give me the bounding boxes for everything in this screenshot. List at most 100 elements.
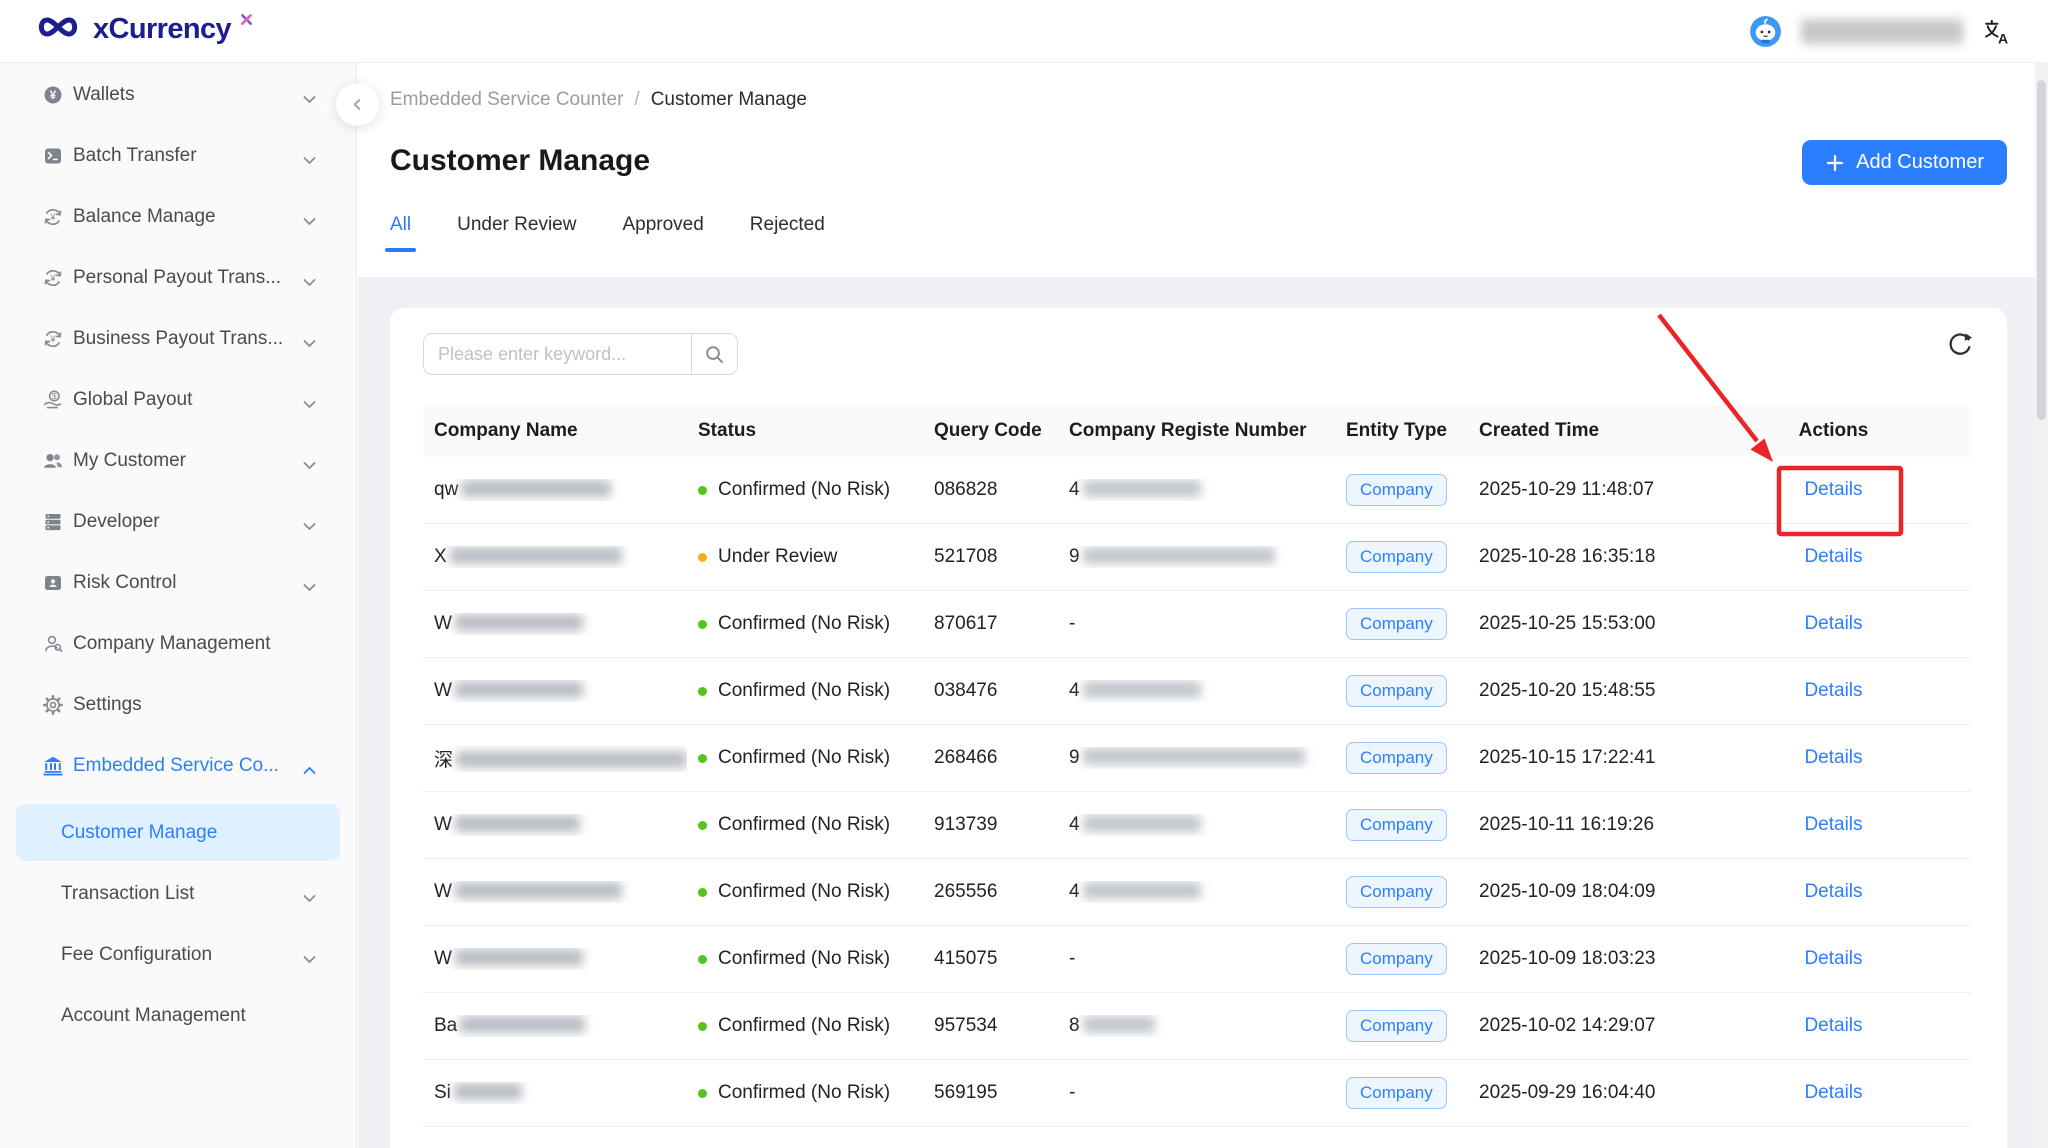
sidebar-item-risk-control[interactable]: Risk Control: [0, 552, 356, 613]
status-label: Confirmed (No Risk): [718, 1082, 891, 1103]
column-header-actions: Actions: [1798, 420, 1869, 441]
register-number: 8: [1069, 1015, 1080, 1036]
customer-table: Company Name Status Query Code Company Regi…: [423, 405, 1972, 1127]
company-name-cell: W: [423, 814, 687, 836]
sidebar-item-label: Batch Transfer: [73, 144, 197, 166]
actions-cell: Details: [1695, 881, 1972, 903]
register-number-cell: 4: [1058, 680, 1335, 702]
sidebar-item-label: Developer: [73, 510, 160, 532]
table-row: W Confirmed (No Risk) 038476 4 Company 2025-1…: [423, 658, 1972, 725]
table-body: qw Confirmed (No Risk) 086828 4 Company 2025-…: [423, 457, 1972, 1127]
actions-cell: Details: [1695, 1015, 1972, 1037]
query-code-cell: 265556: [934, 881, 998, 902]
refresh-icon[interactable]: [1946, 331, 1974, 359]
search-input[interactable]: [424, 334, 691, 374]
status-dot: [698, 1089, 707, 1098]
actions-cell: Details: [1695, 546, 1972, 568]
settings-icon: [42, 694, 64, 716]
details-link[interactable]: Details: [1804, 1082, 1863, 1103]
sidebar-collapse-button[interactable]: [336, 83, 379, 126]
sidebar-item-balance-manage[interactable]: ¥ Balance Manage: [0, 186, 356, 247]
status-cell: Confirmed (No Risk): [687, 1082, 923, 1104]
company-name: W: [434, 881, 452, 902]
status-label: Confirmed (No Risk): [718, 948, 891, 969]
tab-all[interactable]: All: [384, 214, 417, 252]
table-row: W Confirmed (No Risk) 265556 4 Company 2025-1…: [423, 859, 1972, 926]
details-link[interactable]: Details: [1804, 680, 1863, 701]
sidebar-item-developer[interactable]: Developer: [0, 491, 356, 552]
company-name-cell: Si: [423, 1082, 687, 1104]
details-link[interactable]: Details: [1804, 546, 1863, 567]
actions-cell: Details: [1695, 613, 1972, 635]
chevron-down-icon: [303, 213, 316, 231]
sidebar-item-settings[interactable]: Settings: [0, 674, 356, 735]
main-content: Embedded Service Counter / Customer Manage…: [336, 62, 2048, 1148]
sidebar-item-fee-configuration[interactable]: Fee Configuration: [0, 924, 356, 985]
sidebar-item-account-management[interactable]: Account Management: [0, 985, 356, 1046]
register-number-blurred: [1082, 748, 1305, 765]
query-code-cell: 086828: [934, 479, 998, 500]
chevron-down-icon: [303, 579, 316, 597]
breadcrumb-parent[interactable]: Embedded Service Counter: [390, 89, 624, 110]
add-customer-button[interactable]: Add Customer: [1802, 140, 2007, 185]
entity-type-cell: Company: [1335, 742, 1468, 774]
details-link[interactable]: Details: [1804, 479, 1863, 500]
details-link[interactable]: Details: [1804, 1015, 1863, 1036]
entity-type-tag: Company: [1346, 541, 1447, 573]
entity-type-cell: Company: [1335, 943, 1468, 975]
register-number: -: [1069, 948, 1076, 969]
sidebar-item-business-payout-trans[interactable]: ¥ Business Payout Trans...: [0, 308, 356, 369]
column-header-query-code: Query Code: [923, 420, 1058, 442]
chevron-down-icon: [303, 274, 316, 292]
scrollbar-thumb[interactable]: [2037, 80, 2046, 420]
sidebar-item-batch-transfer[interactable]: Batch Transfer: [0, 125, 356, 186]
register-number-blurred: [1082, 480, 1201, 497]
sidebar-item-company-management[interactable]: Company Management: [0, 613, 356, 674]
search-icon: [704, 344, 725, 365]
status-dot: [698, 687, 707, 696]
payout-cycle-icon: ¥: [42, 328, 64, 350]
entity-type-tag: Company: [1346, 809, 1447, 841]
tab-rejected[interactable]: Rejected: [749, 214, 825, 235]
register-number-blurred: [1082, 882, 1201, 899]
breadcrumb-current: Customer Manage: [650, 89, 807, 110]
sidebar-item-wallets[interactable]: ¥ Wallets: [0, 64, 356, 125]
sidebar-item-transaction-list[interactable]: Transaction List: [0, 863, 356, 924]
table-row: W Confirmed (No Risk) 913739 4 Company 2025-1…: [423, 792, 1972, 859]
search-button[interactable]: [691, 334, 737, 374]
sidebar: ¥ Wallets Batch Transfer ¥ Balance Manage ¥ Pe…: [0, 62, 357, 1148]
customers-icon: [42, 450, 64, 472]
sidebar-item-my-customer[interactable]: My Customer: [0, 430, 356, 491]
sidebar-item-label: Transaction List: [61, 882, 195, 904]
query-code-cell: 569195: [934, 1082, 998, 1103]
column-header-company-name: Company Name: [423, 420, 687, 442]
page-title: Customer Manage: [390, 144, 651, 177]
entity-type-tag: Company: [1346, 474, 1447, 506]
company-name-blurred: [454, 815, 580, 832]
scrollbar-track[interactable]: [2035, 62, 2048, 1148]
sidebar-item-label: My Customer: [73, 449, 186, 471]
details-link[interactable]: Details: [1804, 948, 1863, 969]
translate-icon[interactable]: A: [1983, 18, 2010, 46]
company-name-blurred: [460, 1016, 586, 1033]
query-code-cell: 870617: [934, 613, 998, 634]
table-row: qw Confirmed (No Risk) 086828 4 Company 2025-…: [423, 457, 1972, 524]
entity-type-cell: Company: [1335, 541, 1468, 573]
avatar[interactable]: [1750, 15, 1781, 47]
breadcrumb: Embedded Service Counter / Customer Manage: [390, 89, 807, 111]
chevron-down-icon: [303, 518, 316, 536]
tab-approved[interactable]: Approved: [622, 214, 704, 235]
tab-under-review[interactable]: Under Review: [457, 214, 577, 235]
details-link[interactable]: Details: [1804, 814, 1863, 835]
column-header-entity-type: Entity Type: [1335, 420, 1468, 442]
details-link[interactable]: Details: [1804, 747, 1863, 768]
sidebar-item-customer-manage[interactable]: Customer Manage: [0, 802, 356, 863]
sidebar-item-global-payout[interactable]: $ Global Payout: [0, 369, 356, 430]
details-link[interactable]: Details: [1804, 613, 1863, 634]
payout-cycle-icon: ¥: [42, 267, 64, 289]
actions-cell: Details: [1695, 747, 1972, 769]
sidebar-item-personal-payout-trans[interactable]: ¥ Personal Payout Trans...: [0, 247, 356, 308]
details-link[interactable]: Details: [1804, 881, 1863, 902]
brand-logo[interactable]: xCurrency: [34, 12, 253, 47]
sidebar-item-embedded-service-co[interactable]: Embedded Service Co...: [0, 735, 356, 796]
